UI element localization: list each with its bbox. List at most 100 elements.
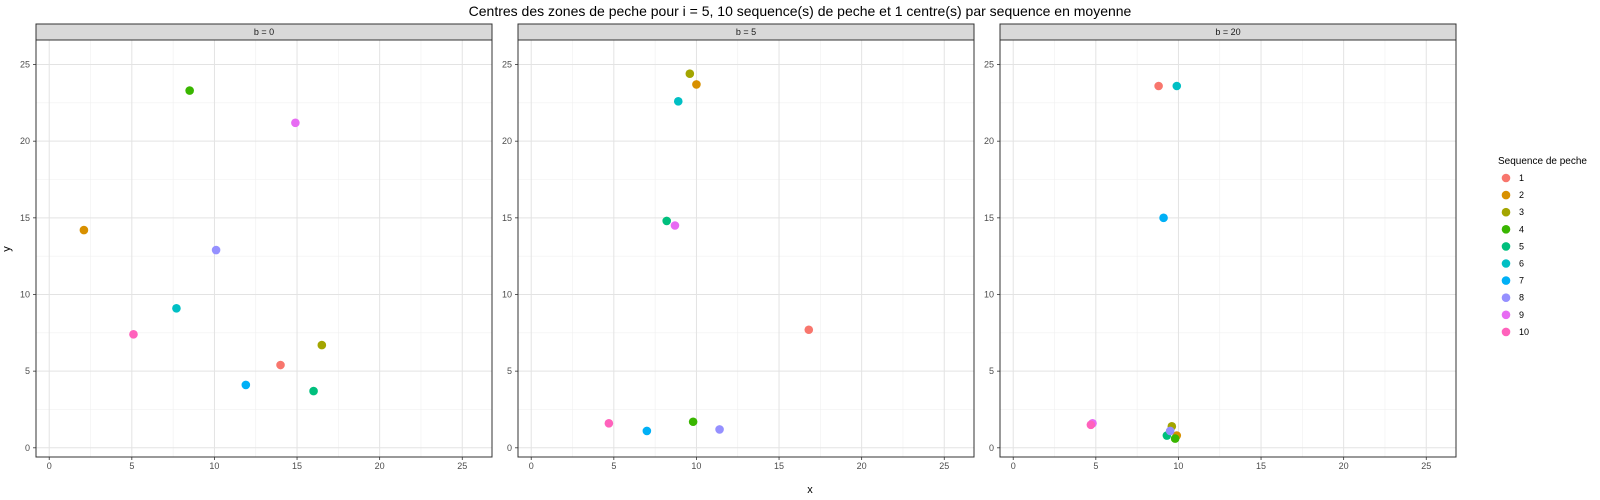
data-point-seq-7 bbox=[1159, 213, 1168, 223]
x-tick-label: 0 bbox=[1011, 461, 1016, 471]
legend-label: 4 bbox=[1519, 224, 1524, 234]
data-point-seq-6 bbox=[673, 97, 683, 106]
y-tick-label: 0 bbox=[25, 443, 30, 453]
panel-background bbox=[518, 40, 974, 457]
data-point-seq-8 bbox=[211, 245, 221, 255]
legend-key bbox=[1501, 207, 1511, 217]
y-tick-label: 20 bbox=[502, 136, 512, 146]
panel-background bbox=[36, 40, 492, 457]
legend-label: 2 bbox=[1519, 190, 1524, 200]
facet-panel: 0 5 10 15 20 25 0 5 10 15 20 25 b = 5 bbox=[502, 23, 975, 471]
x-tick-label: 10 bbox=[1173, 461, 1183, 471]
facet-panel: 0 5 10 15 20 25 0 5 10 15 20 25 b = 20 bbox=[984, 23, 1457, 471]
y-tick-label: 25 bbox=[984, 60, 994, 70]
data-point-seq-2 bbox=[692, 80, 701, 89]
legend-item: 9 bbox=[1501, 310, 1524, 320]
legend-item: 7 bbox=[1501, 276, 1524, 286]
chart-title: Centres des zones de peche pour i = 5, 1… bbox=[469, 3, 1132, 19]
legend-key bbox=[1501, 173, 1511, 183]
x-tick-label: 0 bbox=[529, 461, 534, 471]
facet-strip-label: b = 20 bbox=[1215, 27, 1240, 37]
x-tick-label: 25 bbox=[1421, 461, 1431, 471]
legend-label: 3 bbox=[1519, 207, 1524, 217]
data-point-seq-1 bbox=[804, 325, 814, 335]
legend-item: 4 bbox=[1501, 224, 1524, 234]
legend-key bbox=[1501, 259, 1511, 268]
y-tick-label: 10 bbox=[20, 289, 30, 299]
legend-key bbox=[1501, 190, 1511, 200]
legend-key bbox=[1501, 276, 1511, 285]
data-point-seq-8 bbox=[1165, 426, 1175, 436]
y-tick-label: 25 bbox=[502, 60, 512, 70]
legend-label: 7 bbox=[1519, 276, 1524, 286]
y-tick-label: 10 bbox=[502, 289, 512, 299]
data-point-seq-4 bbox=[1170, 434, 1180, 443]
x-tick-label: 20 bbox=[857, 461, 867, 471]
legend-key bbox=[1501, 327, 1511, 337]
data-point-seq-10 bbox=[129, 330, 138, 339]
facet-strip bbox=[999, 23, 1457, 41]
legend-item: 3 bbox=[1501, 207, 1524, 217]
facet-strip-label: b = 5 bbox=[736, 27, 756, 37]
legend-key bbox=[1501, 225, 1511, 234]
panel-background bbox=[1000, 40, 1456, 457]
y-tick-label: 5 bbox=[25, 366, 30, 376]
x-tick-label: 5 bbox=[611, 461, 616, 471]
legend-item: 6 bbox=[1501, 259, 1524, 269]
legend-item: 8 bbox=[1501, 293, 1524, 303]
data-point-seq-9 bbox=[291, 118, 300, 128]
y-tick-label: 20 bbox=[20, 136, 30, 146]
y-tick-label: 10 bbox=[984, 289, 994, 299]
data-point-seq-4 bbox=[688, 417, 698, 427]
y-tick-label: 5 bbox=[507, 366, 512, 376]
data-point-seq-2 bbox=[79, 225, 89, 235]
x-tick-label: 5 bbox=[1093, 461, 1098, 471]
facet-strip bbox=[517, 23, 975, 41]
x-tick-label: 25 bbox=[939, 461, 949, 471]
x-tick-label: 10 bbox=[209, 461, 219, 471]
legend-item: 10 bbox=[1501, 327, 1529, 337]
x-tick-label: 15 bbox=[1256, 461, 1266, 471]
x-tick-label: 20 bbox=[1339, 461, 1349, 471]
legend-label: 10 bbox=[1519, 327, 1529, 337]
data-point-seq-1 bbox=[276, 360, 285, 370]
legend-label: 8 bbox=[1519, 293, 1524, 303]
legend-entries: 1 2 3 4 5 6 7 8 9 10 bbox=[1501, 173, 1529, 337]
legend-item: 2 bbox=[1501, 190, 1524, 200]
legend-item: 1 bbox=[1501, 173, 1524, 183]
facet-strip-label: b = 0 bbox=[254, 27, 274, 37]
x-tick-label: 5 bbox=[129, 461, 134, 471]
legend-label: 9 bbox=[1519, 310, 1524, 320]
x-tick-label: 0 bbox=[47, 461, 52, 471]
facet-panels: 0 5 10 15 20 25 0 5 10 15 20 25 b = 0 0 5 10 15 20 25 0 5 10 1… bbox=[20, 23, 1457, 471]
data-point-seq-5 bbox=[662, 216, 671, 226]
data-point-seq-10 bbox=[1086, 420, 1096, 430]
y-tick-label: 15 bbox=[20, 213, 30, 223]
legend-key bbox=[1501, 293, 1511, 303]
facet-panel: 0 5 10 15 20 25 0 5 10 15 20 25 b = 0 bbox=[20, 23, 493, 471]
x-tick-label: 15 bbox=[292, 461, 302, 471]
y-tick-label: 5 bbox=[989, 366, 994, 376]
x-tick-label: 10 bbox=[691, 461, 701, 471]
legend-item: 5 bbox=[1501, 241, 1524, 251]
data-point-seq-5 bbox=[309, 386, 318, 396]
legend-label: 1 bbox=[1519, 173, 1524, 183]
data-point-seq-7 bbox=[241, 380, 251, 390]
data-point-seq-10 bbox=[604, 418, 614, 428]
y-tick-label: 15 bbox=[502, 213, 512, 223]
legend: Sequence de peche 1 2 3 4 5 6 7 8 9 10 bbox=[1498, 156, 1587, 337]
data-point-seq-1 bbox=[1154, 81, 1163, 91]
x-tick-label: 20 bbox=[375, 461, 385, 471]
data-point-seq-3 bbox=[317, 340, 327, 350]
y-tick-label: 0 bbox=[507, 443, 512, 453]
y-tick-label: 20 bbox=[984, 136, 994, 146]
y-tick-label: 25 bbox=[20, 60, 30, 70]
facet-strip bbox=[35, 23, 493, 41]
data-point-seq-9 bbox=[670, 221, 680, 230]
y-tick-label: 0 bbox=[989, 443, 994, 453]
data-point-seq-3 bbox=[685, 69, 695, 79]
data-point-seq-7 bbox=[642, 426, 652, 436]
legend-key bbox=[1501, 310, 1511, 320]
legend-title: Sequence de peche bbox=[1498, 156, 1587, 167]
data-point-seq-6 bbox=[172, 303, 181, 313]
